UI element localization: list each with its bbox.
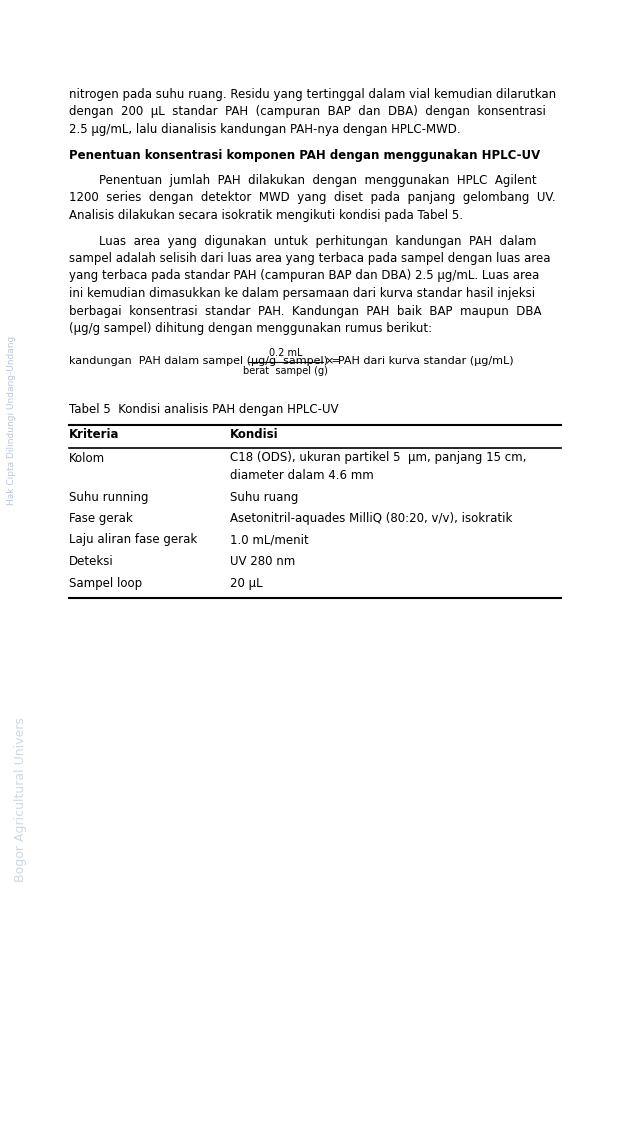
Text: 20 μL: 20 μL: [230, 577, 262, 590]
Text: ini kemudian dimasukkan ke dalam persamaan dari kurva standar hasil injeksi: ini kemudian dimasukkan ke dalam persama…: [69, 287, 535, 301]
Text: dengan  200  μL  standar  PAH  (campuran  BAP  dan  DBA)  dengan  konsentrasi: dengan 200 μL standar PAH (campuran BAP …: [69, 106, 546, 118]
Text: berat  sampel (g): berat sampel (g): [243, 366, 328, 375]
Text: UV 280 nm: UV 280 nm: [230, 555, 295, 568]
Text: diameter dalam 4.6 mm: diameter dalam 4.6 mm: [230, 469, 373, 482]
Text: Suhu running: Suhu running: [69, 491, 148, 504]
Text: Penentuan  jumlah  PAH  dilakukan  dengan  menggunakan  HPLC  Agilent: Penentuan jumlah PAH dilakukan dengan me…: [69, 174, 536, 187]
Text: Fase gerak: Fase gerak: [69, 512, 132, 525]
Text: berbagai  konsentrasi  standar  PAH.  Kandungan  PAH  baik  BAP  maupun  DBA: berbagai konsentrasi standar PAH. Kandun…: [69, 304, 541, 318]
Text: nitrogen pada suhu ruang. Residu yang tertinggal dalam vial kemudian dilarutkan: nitrogen pada suhu ruang. Residu yang te…: [69, 88, 556, 101]
Text: Deteksi: Deteksi: [69, 555, 113, 568]
Text: 1.0 mL/menit: 1.0 mL/menit: [230, 533, 308, 546]
Text: Laju aliran fase gerak: Laju aliran fase gerak: [69, 533, 197, 546]
Text: sampel adalah selisih dari luas area yang terbaca pada sampel dengan luas area: sampel adalah selisih dari luas area yan…: [69, 252, 550, 265]
Text: Kondisi: Kondisi: [230, 428, 278, 440]
Text: Suhu ruang: Suhu ruang: [230, 491, 298, 504]
Text: yang terbaca pada standar PAH (campuran BAP dan DBA) 2.5 μg/mL. Luas area: yang terbaca pada standar PAH (campuran …: [69, 270, 539, 282]
Text: Tabel 5  Kondisi analisis PAH dengan HPLC-UV: Tabel 5 Kondisi analisis PAH dengan HPLC…: [69, 404, 338, 416]
Text: Hak Cipta Dilindungi Undang-Undang: Hak Cipta Dilindungi Undang-Undang: [6, 335, 15, 505]
Text: Analisis dilakukan secara isokratik mengikuti kondisi pada Tabel 5.: Analisis dilakukan secara isokratik meng…: [69, 209, 463, 223]
Text: Kriteria: Kriteria: [69, 428, 119, 440]
Text: kandungan  PAH dalam sampel (μg/g  sampel) =: kandungan PAH dalam sampel (μg/g sampel)…: [69, 357, 345, 367]
Text: Kolom: Kolom: [69, 452, 105, 465]
Text: Bogor Agricultural Univers: Bogor Agricultural Univers: [14, 718, 27, 882]
Text: × PAH dari kurva standar (μg/mL): × PAH dari kurva standar (μg/mL): [326, 357, 514, 367]
Text: Penentuan konsentrasi komponen PAH dengan menggunakan HPLC-UV: Penentuan konsentrasi komponen PAH denga…: [69, 148, 540, 162]
Text: C18 (ODS), ukuran partikel 5  μm, panjang 15 cm,: C18 (ODS), ukuran partikel 5 μm, panjang…: [230, 452, 526, 465]
Text: Luas  area  yang  digunakan  untuk  perhitungan  kandungan  PAH  dalam: Luas area yang digunakan untuk perhitung…: [69, 234, 536, 248]
Text: Sampel loop: Sampel loop: [69, 577, 142, 590]
Text: Asetonitril-aquades MilliQ (80:20, v/v), isokratik: Asetonitril-aquades MilliQ (80:20, v/v),…: [230, 512, 512, 525]
Text: (μg/g sampel) dihitung dengan menggunakan rumus berikut:: (μg/g sampel) dihitung dengan menggunaka…: [69, 322, 432, 335]
Text: 2.5 μg/mL, lalu dianalisis kandungan PAH-nya dengan HPLC-MWD.: 2.5 μg/mL, lalu dianalisis kandungan PAH…: [69, 123, 461, 136]
Text: 1200  series  dengan  detektor  MWD  yang  diset  pada  panjang  gelombang  UV.: 1200 series dengan detektor MWD yang dis…: [69, 192, 555, 204]
Text: 0.2 mL: 0.2 mL: [269, 349, 303, 359]
